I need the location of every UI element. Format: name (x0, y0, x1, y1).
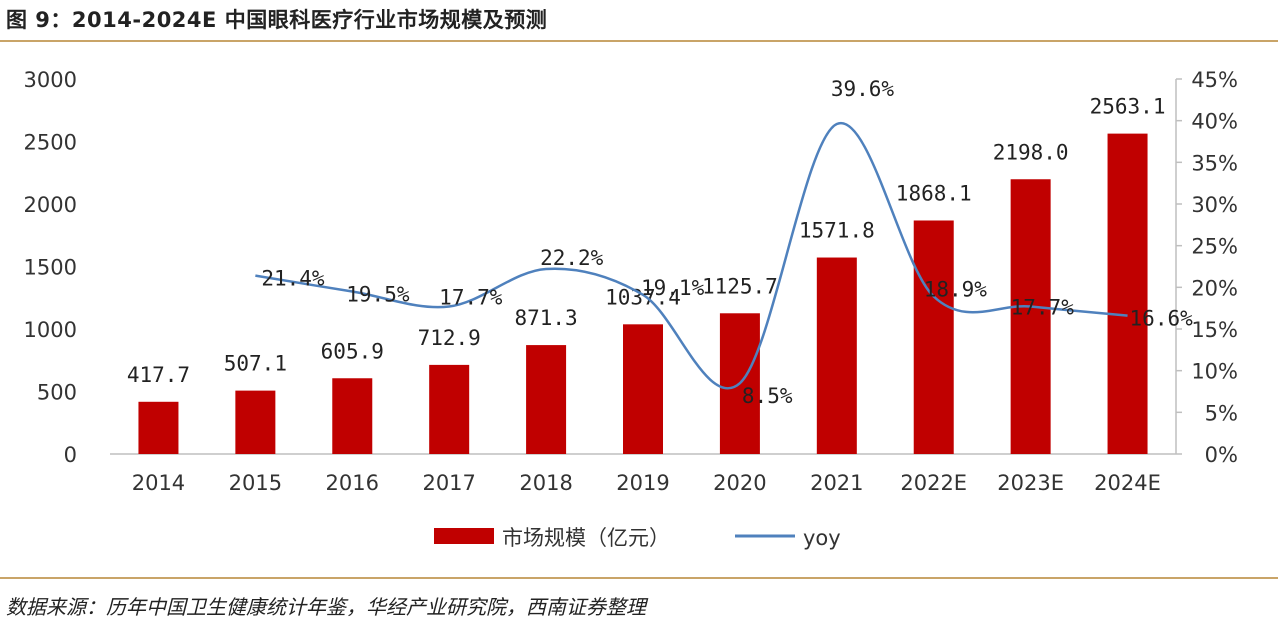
x-tick-label: 2014 (132, 471, 185, 495)
x-tick-label: 2022E (900, 471, 967, 495)
x-tick-label: 2024E (1094, 471, 1161, 495)
left-tick-label: 0 (64, 443, 77, 467)
yoy-value-label: 17.7% (1011, 296, 1075, 320)
yoy-value-label: 19.1% (641, 276, 705, 300)
right-tick-label: 0% (1205, 443, 1238, 467)
bar-value-label: 1037.4 (605, 285, 681, 309)
left-tick-label: 500 (37, 381, 77, 405)
bar-value-label: 2198.0 (993, 140, 1069, 164)
right-tick-label: 30% (1191, 193, 1238, 217)
x-tick-label: 2020 (713, 471, 766, 495)
left-tick-label: 2000 (24, 193, 77, 217)
x-tick-label: 2019 (616, 471, 669, 495)
right-tick-label: 10% (1191, 360, 1238, 384)
bar-value-label: 712.9 (418, 326, 481, 350)
left-tick-label: 1500 (24, 256, 77, 280)
bar-value-label: 1125.7 (702, 274, 778, 298)
x-tick-label: 2023E (997, 471, 1064, 495)
left-tick-label: 1000 (24, 318, 77, 342)
right-tick-label: 35% (1191, 151, 1238, 175)
legend-bar-swatch (434, 528, 494, 544)
yoy-value-label: 18.9% (924, 278, 988, 302)
right-tick-label: 25% (1191, 235, 1238, 259)
yoy-value-label: 19.5% (346, 283, 410, 307)
legend-bar-label: 市场规模（亿元） (502, 526, 670, 550)
x-tick-label: 2017 (422, 471, 475, 495)
bar-value-label: 605.9 (321, 339, 384, 363)
bar-value-label: 871.3 (514, 306, 577, 330)
bar-series (138, 133, 1148, 455)
x-axis-ticks: 2014 2015 2016 2017 2018 2019 2020 2021 2022E 202… (132, 471, 1161, 495)
left-axis-ticks: 0 500 1000 1500 2000 2500 3000 (24, 68, 77, 467)
yoy-line (255, 121, 1128, 390)
right-tick-label: 40% (1191, 110, 1238, 134)
bar (816, 257, 857, 454)
right-axis-ticks: 0% 5% 10% 15% 20% 25% 30% 35% 40% 45% (1176, 68, 1238, 467)
yoy-data-labels: 21.4% 19.5% 17.7% 22.2% 19.1% 8.5% 39.6% 18.9% 1… (261, 77, 1193, 408)
bar (526, 345, 567, 454)
yoy-value-label: 21.4% (261, 267, 325, 291)
top-rule (0, 40, 1278, 42)
left-tick-label: 3000 (24, 68, 77, 92)
bar (332, 378, 373, 454)
bar (138, 401, 179, 454)
bar-value-label: 1868.1 (896, 181, 972, 205)
figure-title: 图 9：2014-2024E 中国眼科医疗行业市场规模及预测 (6, 8, 548, 32)
right-tick-label: 5% (1205, 401, 1238, 425)
source-note: 数据来源：历年中国卫生健康统计年鉴，华经产业研究院，西南证券整理 (6, 595, 646, 619)
yoy-value-label: 22.2% (540, 246, 604, 270)
x-tick-label: 2016 (326, 471, 379, 495)
yoy-value-label: 16.6% (1130, 307, 1194, 331)
bar-value-label: 417.7 (127, 363, 190, 387)
yoy-value-label: 8.5% (742, 384, 793, 408)
chart-canvas: 0 500 1000 1500 2000 2500 3000 0% 5% 10% 15% 20% 25… (24, 68, 1238, 550)
right-tick-label: 15% (1191, 318, 1238, 342)
bar-value-label: 507.1 (224, 352, 287, 376)
bar-data-labels: 417.7 507.1 605.9 712.9 871.3 1037.4 1125.7 157… (127, 95, 1166, 387)
legend: 市场规模（亿元） yoy (434, 526, 841, 550)
right-tick-label: 20% (1191, 276, 1238, 300)
x-tick-label: 2015 (229, 471, 282, 495)
yoy-value-label: 39.6% (831, 77, 895, 101)
bar (235, 390, 276, 454)
bar (623, 324, 663, 454)
x-tick-label: 2021 (810, 471, 863, 495)
legend-line-label: yoy (803, 526, 841, 550)
yoy-value-label: 17.7% (439, 286, 503, 310)
left-tick-label: 2500 (24, 131, 77, 155)
bar (429, 364, 470, 454)
bottom-rule (0, 577, 1278, 579)
bar (1010, 179, 1051, 454)
bar-value-label: 2563.1 (1090, 95, 1166, 119)
bar (1107, 133, 1148, 455)
x-tick-label: 2018 (519, 471, 572, 495)
bar-value-label: 1571.8 (799, 219, 875, 243)
right-tick-label: 45% (1191, 68, 1238, 92)
bar (913, 220, 954, 454)
